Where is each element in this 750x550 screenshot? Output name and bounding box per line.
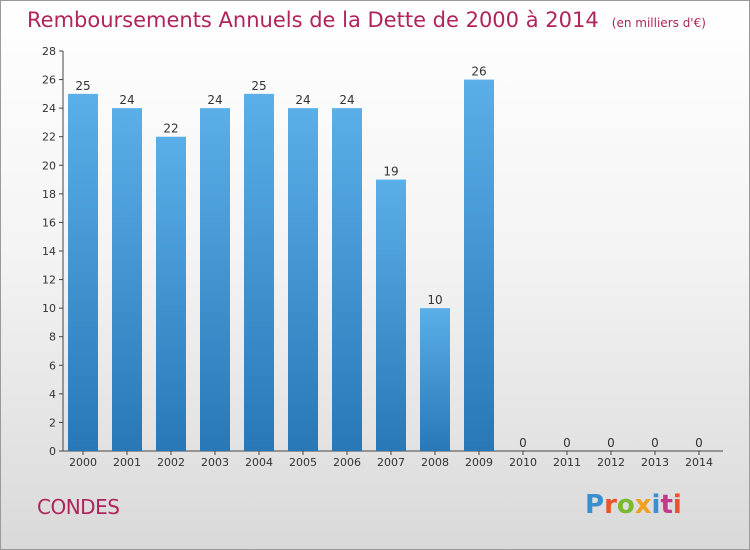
logo-letter: o — [616, 490, 635, 520]
x-tick-label: 2012 — [597, 456, 625, 469]
x-tick-label: 2008 — [421, 456, 449, 469]
bar-value-label: 0 — [695, 436, 703, 450]
bar-value-label: 24 — [295, 93, 310, 107]
bar — [464, 79, 494, 452]
bar-value-label: 0 — [519, 436, 527, 450]
logo-letter: i — [651, 490, 661, 520]
bar — [376, 179, 406, 452]
y-tick-label: 8 — [49, 331, 56, 344]
logo-letter: x — [634, 490, 652, 520]
bar — [420, 308, 450, 451]
x-tick-label: 2000 — [69, 456, 97, 469]
bar-value-label: 10 — [427, 293, 442, 307]
y-tick-label: 14 — [42, 245, 56, 258]
commune-name: CONDES — [37, 495, 120, 519]
x-tick-label: 2013 — [641, 456, 669, 469]
proxiti-logo: Proxiti — [585, 490, 682, 520]
y-tick-label: 24 — [42, 102, 56, 115]
bar-value-label: 0 — [607, 436, 615, 450]
y-tick-label: 12 — [42, 274, 56, 287]
bar — [288, 108, 318, 452]
y-tick-label: 28 — [42, 45, 56, 58]
bar-value-label: 19 — [383, 165, 398, 179]
bar — [332, 108, 362, 452]
y-tick-label: 20 — [42, 159, 56, 172]
y-tick-label: 0 — [49, 445, 56, 458]
x-tick-label: 2009 — [465, 456, 493, 469]
x-tick-label: 2014 — [685, 456, 713, 469]
bar-value-label: 22 — [163, 122, 178, 136]
bar — [200, 108, 230, 452]
y-tick-label: 2 — [49, 416, 56, 429]
y-tick-label: 6 — [49, 359, 56, 372]
logo-letter: t — [660, 490, 673, 520]
x-tick-label: 2001 — [113, 456, 141, 469]
x-tick-label: 2004 — [245, 456, 273, 469]
y-tick-label: 4 — [49, 388, 56, 401]
x-tick-label: 2007 — [377, 456, 405, 469]
x-tick-label: 2005 — [289, 456, 317, 469]
bar-value-label: 25 — [251, 79, 266, 93]
bar-value-label: 25 — [75, 79, 90, 93]
chart-title-text: Remboursements Annuels de la Dette de 20… — [27, 8, 599, 32]
logo-letter: r — [604, 490, 617, 520]
bar-value-label: 26 — [471, 65, 486, 79]
y-tick-label: 18 — [42, 188, 56, 201]
logo-letter: i — [672, 490, 682, 520]
bar — [244, 93, 274, 451]
logo-letter: P — [585, 490, 605, 520]
bar-value-label: 24 — [339, 93, 354, 107]
x-tick-label: 2010 — [509, 456, 537, 469]
y-tick-label: 10 — [42, 302, 56, 315]
bar-value-label: 24 — [119, 93, 134, 107]
bar — [68, 93, 98, 451]
x-tick-label: 2011 — [553, 456, 581, 469]
bar-value-label: 0 — [651, 436, 659, 450]
x-tick-label: 2003 — [201, 456, 229, 469]
bar — [112, 108, 142, 452]
x-tick-label: 2006 — [333, 456, 361, 469]
chart-title: Remboursements Annuels de la Dette de 20… — [27, 8, 706, 32]
y-tick-label: 26 — [42, 74, 56, 87]
y-tick-label: 22 — [42, 131, 56, 144]
y-tick-label: 16 — [42, 216, 56, 229]
chart-unit-text: (en milliers d'€) — [611, 16, 706, 30]
bar — [156, 136, 186, 451]
x-tick-label: 2002 — [157, 456, 185, 469]
bar-value-label: 24 — [207, 93, 222, 107]
bar-value-label: 0 — [563, 436, 571, 450]
